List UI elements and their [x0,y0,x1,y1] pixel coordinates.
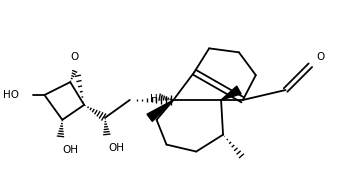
Polygon shape [147,100,173,121]
Polygon shape [221,86,241,100]
Text: HO: HO [2,90,19,100]
Text: O: O [70,52,78,62]
Text: H: H [150,94,157,104]
Text: OH: OH [108,142,124,153]
Text: OH: OH [62,145,78,155]
Text: O: O [316,52,324,62]
